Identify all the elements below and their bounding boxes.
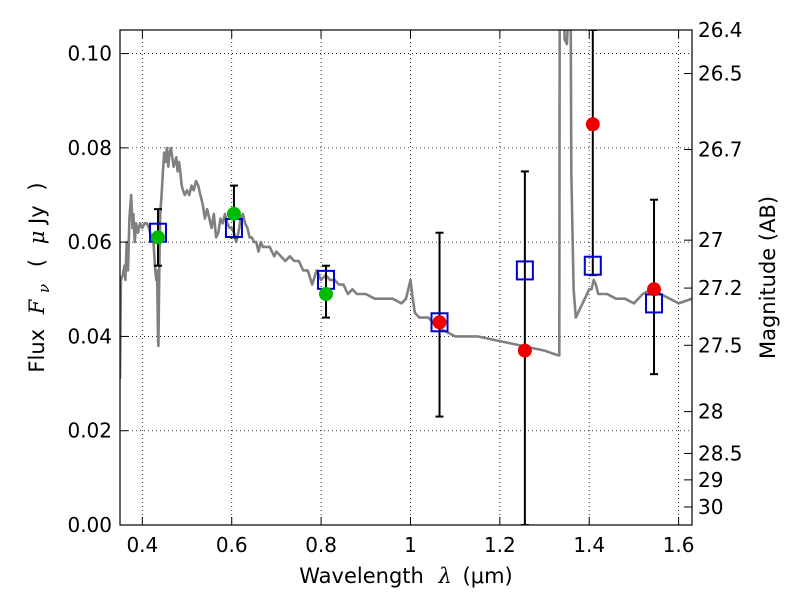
y-tick-label: 0.10 (67, 42, 112, 66)
red-point (517, 343, 532, 358)
x-axis-label-unit: (μm) (463, 564, 513, 588)
sed-line (120, 30, 692, 379)
right-tick-label: 30 (698, 495, 723, 519)
y-axis-label: Flux F ν ( μ Jy ) (25, 182, 54, 372)
model-box (515, 260, 534, 281)
x-tick-label: 0.6 (216, 533, 248, 557)
right-tick-label: 27.2 (698, 276, 743, 300)
green-point (150, 230, 165, 245)
error-bars (153, 30, 659, 525)
right-tick-label: 28 (698, 400, 723, 424)
red-point (432, 315, 447, 330)
right-tick-label: 26.4 (698, 18, 743, 42)
x-axis-label-symbol: λ (438, 564, 452, 588)
right-axis-label: Magnitude (AB) (756, 196, 780, 359)
error-bar (588, 30, 597, 277)
y-axis-label-subscript: ν (35, 284, 53, 293)
x-tick-label: 0.4 (126, 533, 158, 557)
y-tick-label: 0.06 (67, 230, 112, 254)
sed-line-layer (120, 30, 692, 379)
y-axis-label-close: ) (25, 182, 49, 190)
y-tick-label: 0.04 (67, 324, 112, 348)
y-axis-label-text: Flux (25, 329, 49, 373)
green-point (226, 206, 241, 221)
y-axis-label-symbol: F (25, 298, 49, 315)
y-tick-label: 0.02 (67, 419, 112, 443)
tick-marks (120, 29, 692, 526)
right-tick-label: 28.5 (698, 441, 743, 465)
x-axis-label: Wavelength λ (μm) (299, 564, 512, 588)
x-tick-labels: 0.4 0.6 0.8 1 1.2 1.4 1.6 (126, 533, 694, 557)
x-axis-label-text: Wavelength (299, 564, 424, 588)
observed-points (150, 117, 662, 358)
red-point (647, 282, 662, 297)
model-box (583, 255, 602, 276)
right-tick-label: 26.7 (698, 138, 743, 162)
grid (120, 30, 692, 526)
right-tick-label: 27 (698, 228, 723, 252)
green-point (319, 287, 334, 301)
right-tick-label: 27.5 (698, 333, 743, 357)
red-point (585, 117, 600, 132)
x-tick-label: 1.6 (663, 533, 695, 557)
model-boxes (148, 218, 664, 333)
x-tick-label: 1.2 (484, 533, 516, 557)
model-box (430, 312, 449, 333)
x-tick-label: 1.4 (573, 533, 605, 557)
y-axis-label-mu: μ (25, 231, 49, 245)
right-tick-label: 26.5 (698, 62, 743, 86)
y-tick-labels: 0.00 0.02 0.04 0.06 0.08 0.10 (67, 42, 112, 537)
right-tick-label: 29 (698, 468, 723, 492)
y-tick-label: 0.00 (67, 513, 112, 537)
plot-frame (119, 29, 693, 526)
x-tick-label: 1 (404, 533, 417, 557)
y-axis-label-open: ( (25, 259, 49, 267)
x-tick-label: 0.8 (305, 533, 337, 557)
y-axis-label-unit: Jy (25, 205, 49, 226)
y-tick-label: 0.08 (67, 136, 112, 160)
right-tick-labels: 26.4 26.5 26.7 27 27.2 27.5 28 28.5 29 30 (698, 18, 743, 519)
